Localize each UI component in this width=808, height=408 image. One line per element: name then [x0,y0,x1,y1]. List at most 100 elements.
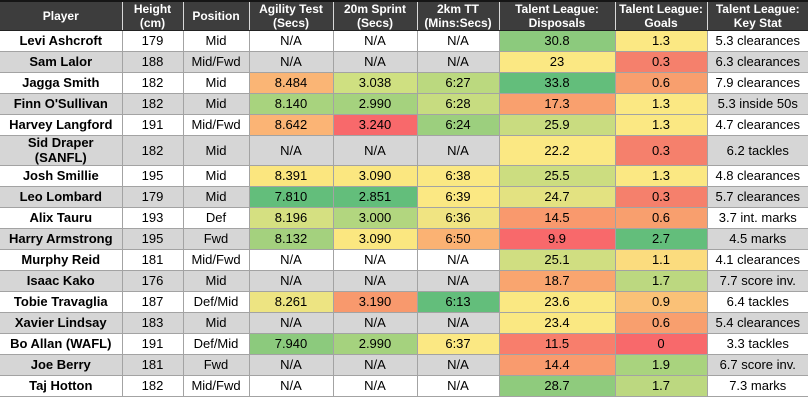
cell-player: Sam Lalor [0,51,123,74]
cell-agility: 8.261 [249,291,334,314]
cell-height: 181 [122,249,184,272]
table-row: Jagga Smith 182 Mid 8.484 3.038 6:27 33.8 0.6 7.… [0,72,808,95]
cell-agility: N/A [249,375,334,398]
cell-position: Def/Mid [183,291,250,314]
cell-sprint: 3.090 [333,165,418,188]
cell-agility: N/A [249,270,334,293]
cell-position: Mid/Fwd [183,249,250,272]
cell-tl-disposals: 25.5 [499,165,616,188]
cell-position: Mid/Fwd [183,114,250,137]
table-row: Finn O'Sullivan 182 Mid 8.140 2.990 6:28 17.3 1… [0,93,808,116]
table-row: Sid Draper (SANFL) 182 Mid N/A N/A N/A 22.2 0.3… [0,135,808,167]
column-header-height: Height (cm) [122,0,184,32]
cell-tl-key-stat: 5.7 clearances [707,186,808,209]
cell-position: Mid [183,312,250,335]
cell-tl-disposals: 23 [499,51,616,74]
cell-agility: 8.132 [249,228,334,251]
cell-height: 183 [122,312,184,335]
cell-position: Mid [183,270,250,293]
cell-tl-disposals: 18.7 [499,270,616,293]
table-row: Levi Ashcroft 179 Mid N/A N/A N/A 30.8 1.3 5.3 c… [0,30,808,53]
cell-position: Mid [183,93,250,116]
cell-sprint: 3.240 [333,114,418,137]
cell-sprint: N/A [333,354,418,377]
cell-2km-tt: 6:39 [417,186,500,209]
cell-tl-goals: 1.7 [615,375,708,398]
cell-sprint: N/A [333,51,418,74]
cell-2km-tt: 6:50 [417,228,500,251]
table-body: Levi Ashcroft 179 Mid N/A N/A N/A 30.8 1.3 5.3 c… [0,30,808,398]
cell-tl-goals: 1.3 [615,165,708,188]
cell-height: 187 [122,291,184,314]
cell-player: Jagga Smith [0,72,123,95]
cell-height: 195 [122,165,184,188]
table-row: Murphy Reid 181 Mid/Fwd N/A N/A N/A 25.1 1.1 4.1… [0,249,808,272]
cell-sprint: 3.090 [333,228,418,251]
cell-tl-disposals: 30.8 [499,30,616,53]
cell-tl-goals: 1.7 [615,270,708,293]
cell-sprint: N/A [333,249,418,272]
cell-player: Harry Armstrong [0,228,123,251]
cell-2km-tt: 6:38 [417,165,500,188]
cell-height: 191 [122,114,184,137]
cell-agility: N/A [249,51,334,74]
cell-position: Def [183,207,250,230]
cell-tl-goals: 0.6 [615,207,708,230]
cell-agility: 8.140 [249,93,334,116]
cell-position: Mid [183,186,250,209]
cell-height: 191 [122,333,184,356]
cell-tl-disposals: 9.9 [499,228,616,251]
cell-player: Xavier Lindsay [0,312,123,335]
cell-2km-tt: N/A [417,354,500,377]
cell-2km-tt: N/A [417,51,500,74]
cell-2km-tt: N/A [417,312,500,335]
cell-2km-tt: 6:37 [417,333,500,356]
cell-tl-key-stat: 4.1 clearances [707,249,808,272]
header-row: Player Height (cm) Position Agility Test (S… [0,0,808,32]
cell-sprint: 2.851 [333,186,418,209]
cell-height: 195 [122,228,184,251]
cell-position: Mid [183,30,250,53]
cell-2km-tt: N/A [417,270,500,293]
table-row: Harry Armstrong 195 Fwd 8.132 3.090 6:50 9.9 2.… [0,228,808,251]
cell-tl-disposals: 25.9 [499,114,616,137]
cell-tl-key-stat: 4.8 clearances [707,165,808,188]
cell-sprint: N/A [333,375,418,398]
cell-height: 181 [122,354,184,377]
cell-tl-key-stat: 7.3 marks [707,375,808,398]
column-header-2km-tt: 2km TT (Mins:Secs) [417,0,500,32]
cell-player: Bo Allan (WAFL) [0,333,123,356]
cell-height: 182 [122,375,184,398]
cell-tl-disposals: 24.7 [499,186,616,209]
cell-tl-goals: 0.6 [615,72,708,95]
cell-player: Finn O'Sullivan [0,93,123,116]
cell-position: Mid/Fwd [183,51,250,74]
cell-tl-disposals: 25.1 [499,249,616,272]
cell-height: 182 [122,93,184,116]
cell-tl-goals: 0.6 [615,312,708,335]
cell-height: 179 [122,30,184,53]
cell-position: Fwd [183,354,250,377]
cell-tl-goals: 0.3 [615,135,708,167]
cell-tl-goals: 2.7 [615,228,708,251]
cell-tl-key-stat: 5.3 inside 50s [707,93,808,116]
cell-agility: 8.642 [249,114,334,137]
cell-sprint: N/A [333,135,418,167]
cell-agility: 7.940 [249,333,334,356]
cell-player: Alix Tauru [0,207,123,230]
cell-tl-goals: 1.3 [615,93,708,116]
cell-height: 179 [122,186,184,209]
column-header-tl-disposals: Talent League: Disposals [499,0,616,32]
table-row: Taj Hotton 182 Mid/Fwd N/A N/A N/A 28.7 1.7 7.3 … [0,375,808,398]
stats-table: Player Height (cm) Position Agility Test (S… [0,0,808,398]
cell-agility: N/A [249,354,334,377]
column-header-agility: Agility Test (Secs) [249,0,334,32]
cell-sprint: N/A [333,270,418,293]
column-header-position: Position [183,0,250,32]
cell-height: 176 [122,270,184,293]
cell-2km-tt: 6:24 [417,114,500,137]
table-row: Harvey Langford 191 Mid/Fwd 8.642 3.240 6:24 2… [0,114,808,137]
cell-tl-goals: 0.3 [615,186,708,209]
cell-tl-goals: 1.3 [615,114,708,137]
cell-agility: N/A [249,249,334,272]
